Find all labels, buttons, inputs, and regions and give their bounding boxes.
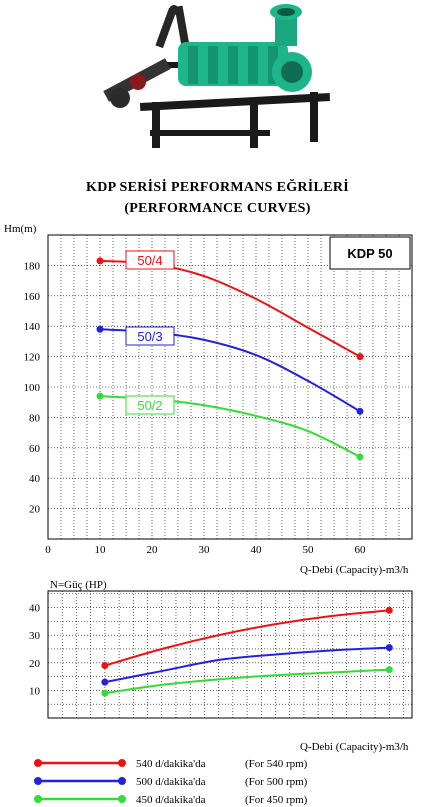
head-y-tick: 140	[24, 321, 41, 333]
head-x-tick: 50	[303, 544, 315, 556]
head-series-point	[96, 257, 104, 265]
legend-label-en: (For 500 rpm)	[245, 776, 308, 788]
legend-dot	[34, 759, 42, 767]
head-y-tick: 60	[29, 443, 41, 455]
power-series-line	[104, 609, 390, 667]
power-grid	[48, 591, 412, 718]
legend-label-en: (For 540 rpm)	[245, 758, 308, 770]
head-x-tick: 30	[199, 544, 211, 556]
chart-title-line1: KDP SERİSİ PERFORMANS EĞRİLERİ	[86, 180, 349, 195]
head-series: 50/4 50/3 50/2	[96, 250, 364, 461]
head-y-tick: 180	[24, 260, 41, 272]
power-series-point	[101, 689, 109, 697]
power-chart: N=Güç (HP) Q-Debi (Capacity)-m3/h 10 20 30…	[29, 579, 413, 753]
head-series-point	[96, 392, 104, 400]
power-plot-frame	[47, 590, 413, 719]
model-label-box: KDP 50	[329, 236, 411, 270]
legend-dot	[34, 777, 42, 785]
head-x-tick: 20	[147, 544, 159, 556]
power-y-axis-label: N=Güç (HP)	[50, 579, 107, 591]
head-x-tick-labels: 0 10 20 30 40 50 60	[45, 544, 366, 556]
head-x-tick: 0	[45, 544, 51, 556]
power-x-axis-label: Q-Debi (Capacity)-m3/h	[300, 741, 409, 753]
legend-label-en: (For 450 rpm)	[245, 794, 308, 806]
head-y-tick: 20	[29, 504, 41, 516]
series-label-box	[125, 395, 175, 415]
series-label: 50/2	[137, 398, 162, 413]
head-y-tick: 160	[24, 291, 41, 303]
legend: 540 d/dakika'da (For 540 rpm) 500 d/dakika…	[34, 758, 308, 806]
legend-label: 450 d/dakika'da	[136, 794, 206, 806]
power-y-tick-labels: 10 20 30 40	[29, 603, 41, 698]
power-y-tick: 10	[29, 685, 41, 697]
series-label: 50/4	[137, 253, 162, 268]
head-x-tick: 10	[95, 544, 107, 556]
power-series-point	[385, 666, 393, 674]
head-x-tick: 40	[251, 544, 263, 556]
power-series-point	[385, 606, 393, 614]
power-series	[101, 606, 393, 697]
model-label: KDP 50	[347, 246, 392, 261]
head-y-tick: 40	[29, 473, 41, 485]
head-chart: Hm(m) Q-Debi (Capacity)-m3/h 20406080100…	[4, 223, 413, 576]
legend-dot	[118, 795, 126, 803]
chart-title-line2: (PERFORMANCE CURVES)	[124, 201, 311, 216]
head-plot-frame	[47, 234, 413, 540]
head-series-point	[356, 453, 364, 461]
head-y-tick: 100	[24, 382, 41, 394]
pump-body	[178, 4, 312, 92]
head-y-tick: 80	[29, 412, 41, 424]
series-label-box	[125, 326, 175, 346]
power-series-point	[101, 678, 109, 686]
pump-product-image	[103, 4, 331, 148]
power-series-point	[385, 644, 393, 652]
power-y-tick: 20	[29, 658, 41, 670]
head-series-point	[356, 353, 364, 361]
head-y-tick-labels: 20 40 60 80 100 120 140 160 180	[24, 260, 41, 515]
power-series-point	[101, 662, 109, 670]
power-y-tick: 40	[29, 603, 41, 615]
pto-shaft	[103, 58, 171, 108]
power-series-line	[104, 646, 390, 684]
head-x-tick: 60	[355, 544, 367, 556]
head-grid	[48, 235, 412, 539]
power-y-tick: 30	[29, 630, 41, 642]
legend-dot	[34, 795, 42, 803]
legend-label: 500 d/dakika'da	[136, 776, 206, 788]
hitch-frame	[155, 5, 190, 49]
power-series-line	[104, 668, 390, 695]
head-y-axis-label: Hm(m)	[4, 223, 37, 235]
series-label: 50/3	[137, 329, 162, 344]
head-x-axis-label: Q-Debi (Capacity)-m3/h	[300, 564, 409, 576]
legend-dot	[118, 777, 126, 785]
head-series-point	[96, 325, 104, 333]
legend-dot	[118, 759, 126, 767]
head-series-point	[356, 407, 364, 415]
series-label-box	[125, 250, 175, 270]
legend-label: 540 d/dakika'da	[136, 758, 206, 770]
head-y-tick: 120	[24, 352, 41, 364]
